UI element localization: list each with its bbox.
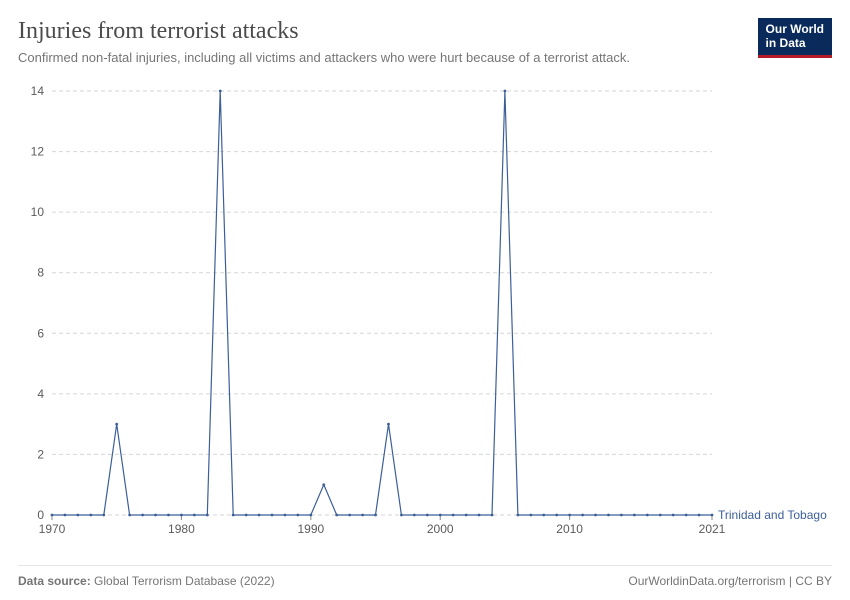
data-point <box>219 90 222 93</box>
data-point <box>258 514 261 517</box>
data-point <box>685 514 688 517</box>
data-point <box>568 514 571 517</box>
data-point <box>465 514 468 517</box>
x-tick-label: 2021 <box>699 522 726 536</box>
chart-title: Injuries from terrorist attacks <box>18 18 630 45</box>
data-point <box>115 423 118 426</box>
y-tick-label: 2 <box>37 448 44 462</box>
x-tick-label: 1980 <box>168 522 195 536</box>
data-point <box>426 514 429 517</box>
data-point <box>180 514 183 517</box>
data-point <box>581 514 584 517</box>
data-point <box>271 514 274 517</box>
owid-logo: Our World in Data <box>758 18 832 58</box>
y-tick-label: 0 <box>37 508 44 522</box>
data-point <box>154 514 157 517</box>
data-point <box>529 514 532 517</box>
data-point <box>478 514 481 517</box>
y-tick-label: 12 <box>31 145 45 159</box>
y-tick-label: 6 <box>37 326 44 340</box>
data-point <box>361 514 364 517</box>
data-point <box>296 514 299 517</box>
data-point <box>374 514 377 517</box>
x-tick-label: 2000 <box>427 522 454 536</box>
data-point <box>672 514 675 517</box>
source-label: Data source: <box>18 574 91 588</box>
source-value: Global Terrorism Database (2022) <box>94 574 275 588</box>
data-point <box>452 514 455 517</box>
data-point <box>167 514 170 517</box>
data-point <box>387 423 390 426</box>
data-point <box>322 484 325 487</box>
line-chart: 0 2 4 6 8 10 12 14 1970 1980 1990 2000 2010 2021Trini… <box>18 85 832 545</box>
data-point <box>491 514 494 517</box>
data-point <box>633 514 636 517</box>
data-point <box>206 514 209 517</box>
data-point <box>128 514 131 517</box>
series-line <box>52 91 712 515</box>
chart-subtitle: Confirmed non-fatal injuries, including … <box>18 49 630 67</box>
data-point <box>646 514 649 517</box>
data-point <box>659 514 662 517</box>
data-point <box>51 514 54 517</box>
x-tick-label: 2010 <box>556 522 583 536</box>
data-point <box>309 514 312 517</box>
data-point <box>516 514 519 517</box>
data-point <box>400 514 403 517</box>
y-tick-label: 10 <box>31 205 45 219</box>
data-point <box>335 514 338 517</box>
data-point <box>555 514 558 517</box>
data-point <box>711 514 714 517</box>
y-tick-label: 8 <box>37 266 44 280</box>
chart-footer: Data source: Global Terrorism Database (… <box>18 565 832 588</box>
data-point <box>193 514 196 517</box>
y-tick-label: 4 <box>37 387 44 401</box>
data-point <box>245 514 248 517</box>
source-link[interactable]: OurWorldinData.org/terrorism <box>628 574 785 588</box>
data-point <box>607 514 610 517</box>
data-point <box>542 514 545 517</box>
data-point <box>89 514 92 517</box>
data-point <box>348 514 351 517</box>
chart-area: 0 2 4 6 8 10 12 14 1970 1980 1990 2000 2010 2021Trini… <box>18 85 832 561</box>
data-point <box>594 514 597 517</box>
data-point <box>232 514 235 517</box>
data-point <box>76 514 79 517</box>
data-point <box>413 514 416 517</box>
data-point <box>698 514 701 517</box>
data-point <box>141 514 144 517</box>
series-label: Trinidad and Tobago <box>718 508 827 522</box>
data-point <box>439 514 442 517</box>
data-point <box>620 514 623 517</box>
x-tick-label: 1990 <box>297 522 324 536</box>
y-tick-label: 14 <box>31 85 45 98</box>
data-point <box>102 514 105 517</box>
data-point <box>284 514 287 517</box>
data-point <box>64 514 67 517</box>
license: CC BY <box>795 574 832 588</box>
data-point <box>504 90 507 93</box>
x-tick-label: 1970 <box>39 522 66 536</box>
